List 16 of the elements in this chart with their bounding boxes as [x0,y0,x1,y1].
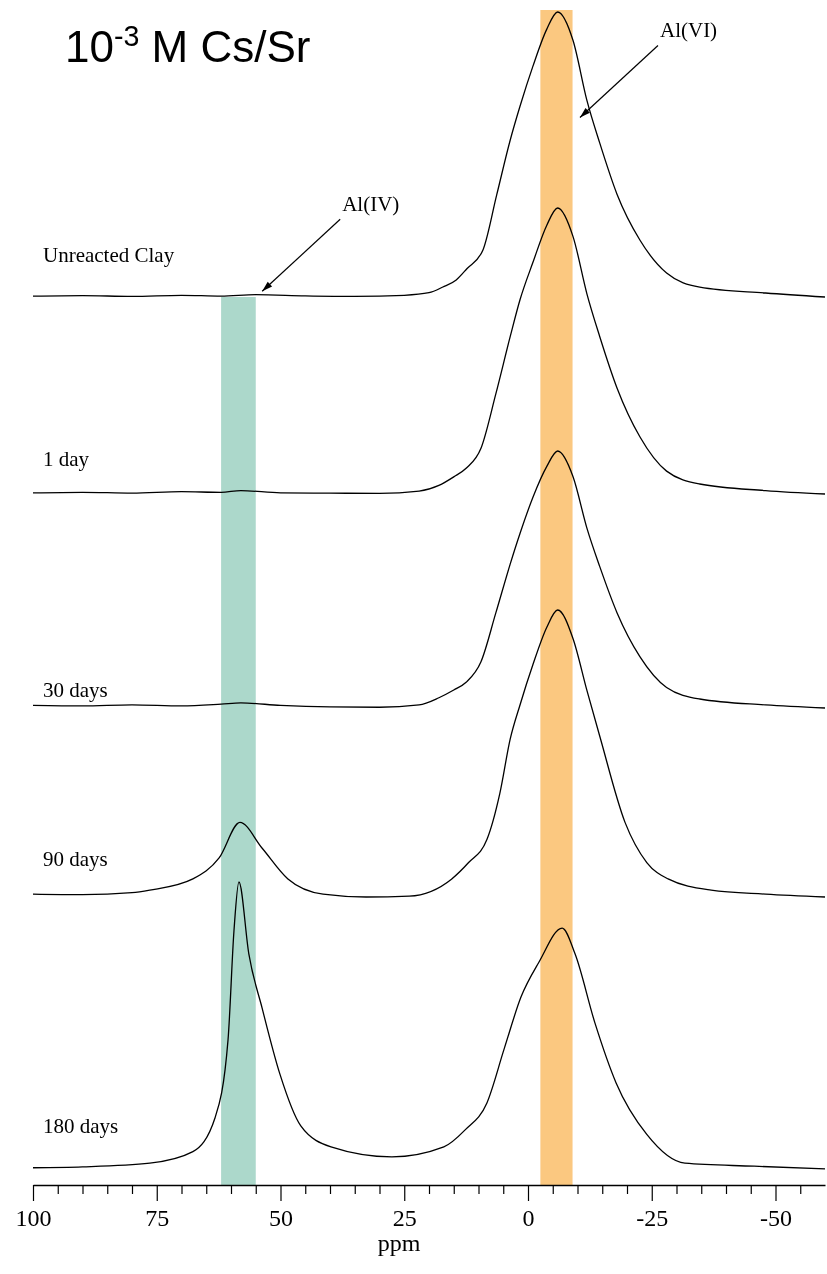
x-tick-label: 100 [15,1205,52,1232]
series-label: 1 day [43,447,90,471]
chart-title: 10$^{-3}$ M Cs/Sr [65,20,311,71]
annotation: Al(IV) [342,192,400,217]
x-tick-label: 25 [392,1205,417,1232]
series-label: 90 days [43,847,108,871]
x-tick-label: 75 [145,1205,170,1232]
series-label: Unreacted Clay [43,243,175,267]
x-tick-label: 50 [269,1205,293,1232]
series-label: 30 days [43,678,108,702]
x-tick-label: -25 [636,1205,669,1232]
annotation: Al(VI) [659,18,718,43]
series-label: 180 days [43,1114,119,1138]
x-axis-title: ppm [377,1230,421,1256]
x-tick-label: -50 [760,1205,792,1232]
x-tick-label: 0 [522,1205,535,1232]
